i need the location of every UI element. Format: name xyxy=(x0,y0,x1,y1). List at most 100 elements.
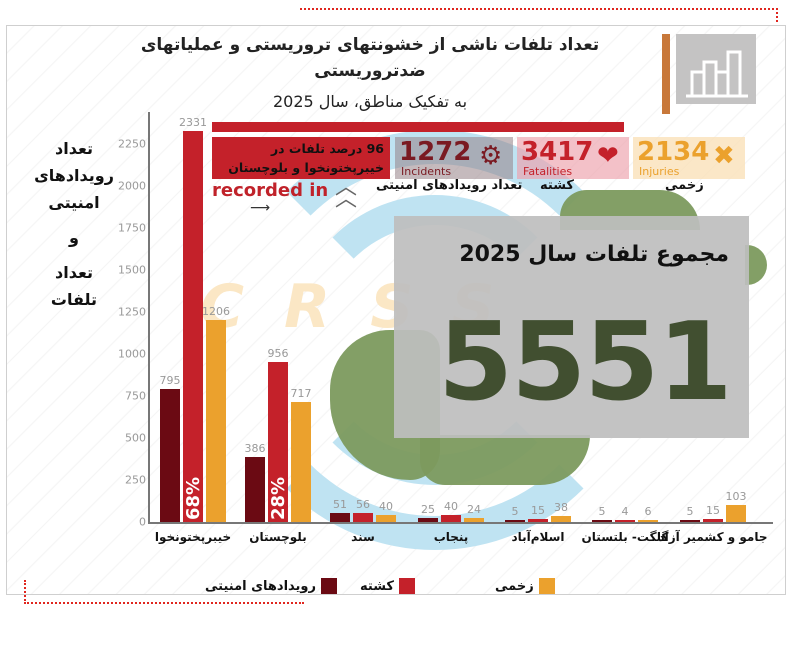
bar xyxy=(726,504,746,522)
legend-swatch xyxy=(398,578,415,594)
stat-sublabel: Fatalities xyxy=(523,165,573,178)
bar-value-label: 2331 xyxy=(179,116,207,130)
y-axis-line xyxy=(148,112,150,522)
bar xyxy=(505,520,525,522)
bar xyxy=(592,520,612,522)
bandage-icon: ✖ xyxy=(713,141,735,171)
callout-text-line: 96 درصد تلفات در xyxy=(270,141,384,156)
legend-swatch xyxy=(321,578,337,594)
category-label: سند xyxy=(351,530,375,544)
bar xyxy=(638,520,658,522)
chart-title: تعداد تلفات ناشی از خشونتهای تروریستی و … xyxy=(90,32,650,116)
y-tick: 1500 xyxy=(118,263,146,277)
decorative-dotted-border-top xyxy=(300,8,778,22)
bar xyxy=(441,515,461,522)
y-tick: 2250 xyxy=(118,137,146,151)
category-label: جامو و کشمیر آزاد xyxy=(658,530,768,544)
bar-value-label: 386 xyxy=(244,442,266,456)
percentage-label: 28% xyxy=(268,476,289,520)
bar xyxy=(551,515,571,522)
title-line-1: تعداد تلفات ناشی از خشونتهای تروریستی و … xyxy=(140,35,600,81)
stat-value: 3417 xyxy=(521,137,594,167)
broken-heart-icon: ❤ xyxy=(597,141,619,171)
stat-label-fatalities: کشته xyxy=(540,178,574,193)
map-shape xyxy=(420,435,590,485)
y-tick: 1000 xyxy=(118,347,146,361)
percentage-label: 68% xyxy=(183,476,204,520)
bar-value-label: 15 xyxy=(706,504,720,518)
category-label: پنجاب xyxy=(433,530,469,544)
bar-value-label: 5 xyxy=(511,505,519,518)
recorded-in-label: recorded in xyxy=(212,180,329,201)
stat-label-incidents: تعداد رویدادهای امنیتی xyxy=(376,178,523,193)
total-value: 5551 xyxy=(438,300,733,425)
y-label-line: امنیتی xyxy=(48,193,100,212)
stat-injuries: 2134 Injuries ✖ xyxy=(633,137,745,179)
bar-value-label: 5 xyxy=(598,505,606,518)
y-tick: 1250 xyxy=(118,305,146,319)
y-tick: 1750 xyxy=(118,221,146,235)
y-tick: 2000 xyxy=(118,179,146,193)
y-label-line: تعداد xyxy=(55,139,93,158)
bar-value-label: 4 xyxy=(621,505,629,518)
y-axis-label: تعداد رویدادهای امنیتی و تعداد تلفات xyxy=(30,135,118,313)
bar xyxy=(528,519,548,522)
category-label: بلوچستان xyxy=(249,530,307,544)
legend-label: زخمی xyxy=(495,578,534,594)
bar-value-label: 956 xyxy=(267,346,289,360)
y-tick: 0 xyxy=(139,515,146,529)
legend-swatch xyxy=(538,578,555,594)
y-label-line: تعداد xyxy=(55,263,93,282)
map-shape xyxy=(745,245,767,285)
y-label-line: رویدادهای xyxy=(34,166,114,185)
y-label-line: تلفات xyxy=(50,290,98,309)
stat-value: 2134 xyxy=(637,137,710,167)
bar xyxy=(160,388,180,522)
bar-value-label: 1206 xyxy=(202,304,230,318)
bar-value-label: 40 xyxy=(444,500,458,514)
bar xyxy=(268,361,288,522)
decorative-dotted-border-bottom xyxy=(24,580,304,604)
x-axis-line xyxy=(148,522,773,524)
bar xyxy=(418,517,438,522)
bar-value-label: 6 xyxy=(644,505,652,518)
bar xyxy=(183,131,203,522)
y-tick: 750 xyxy=(125,389,146,403)
callout-strip xyxy=(212,122,624,132)
bar-value-label: 25 xyxy=(421,502,435,516)
bar-value-label: 15 xyxy=(531,504,545,518)
bar-value-label: 56 xyxy=(356,497,370,511)
bar xyxy=(376,515,396,522)
bar-chart-icon xyxy=(676,34,756,104)
category-label: گلگت- بلتستان xyxy=(581,530,669,544)
bar xyxy=(206,319,226,522)
stat-incidents: 1272 Incidents ⚙ xyxy=(395,137,513,179)
bar xyxy=(615,520,635,522)
legend-item-injuries: زخمی xyxy=(495,575,555,597)
legend-label: کشته xyxy=(360,578,394,594)
category-label: خیبرپختونخوا xyxy=(154,530,232,544)
bar-value-label: 103 xyxy=(725,489,747,503)
bar-value-label: 5 xyxy=(686,505,694,518)
category-label: اسلام‌آباد xyxy=(511,530,565,544)
bar-value-label: 717 xyxy=(290,386,312,400)
total-title: مجموع تلفات سال 2025 xyxy=(459,242,729,267)
stat-fatalities: 3417 Fatalities ❤ xyxy=(517,137,629,179)
bar xyxy=(330,513,350,522)
bar-value-label: 795 xyxy=(159,373,181,387)
callout-box: 96 درصد تلفات در خیبرپختونخوا و بلوچستان xyxy=(212,137,390,179)
y-tick: 500 xyxy=(125,431,146,445)
bar-value-label: 38 xyxy=(554,500,568,514)
double-chevron-up-icon: ︿ ︿ xyxy=(335,175,358,212)
legend-label: رویدادهای امنیتی xyxy=(205,578,316,594)
bar xyxy=(680,520,700,522)
title-line-2: به تفکیک مناطق، سال 2025 xyxy=(272,92,468,111)
stat-label-injuries: زخمی xyxy=(665,178,704,193)
callout-text-line: خیبرپختونخوا و بلوچستان xyxy=(228,160,384,175)
bar-value-label: 24 xyxy=(467,502,481,516)
total-casualties-box: مجموع تلفات سال 2025 5551 xyxy=(394,216,749,438)
bar-value-label: 51 xyxy=(333,498,347,512)
bar-value-label: 40 xyxy=(379,500,393,514)
title-accent-bar xyxy=(662,34,670,114)
legend-item-fatalities: کشته xyxy=(360,575,415,597)
